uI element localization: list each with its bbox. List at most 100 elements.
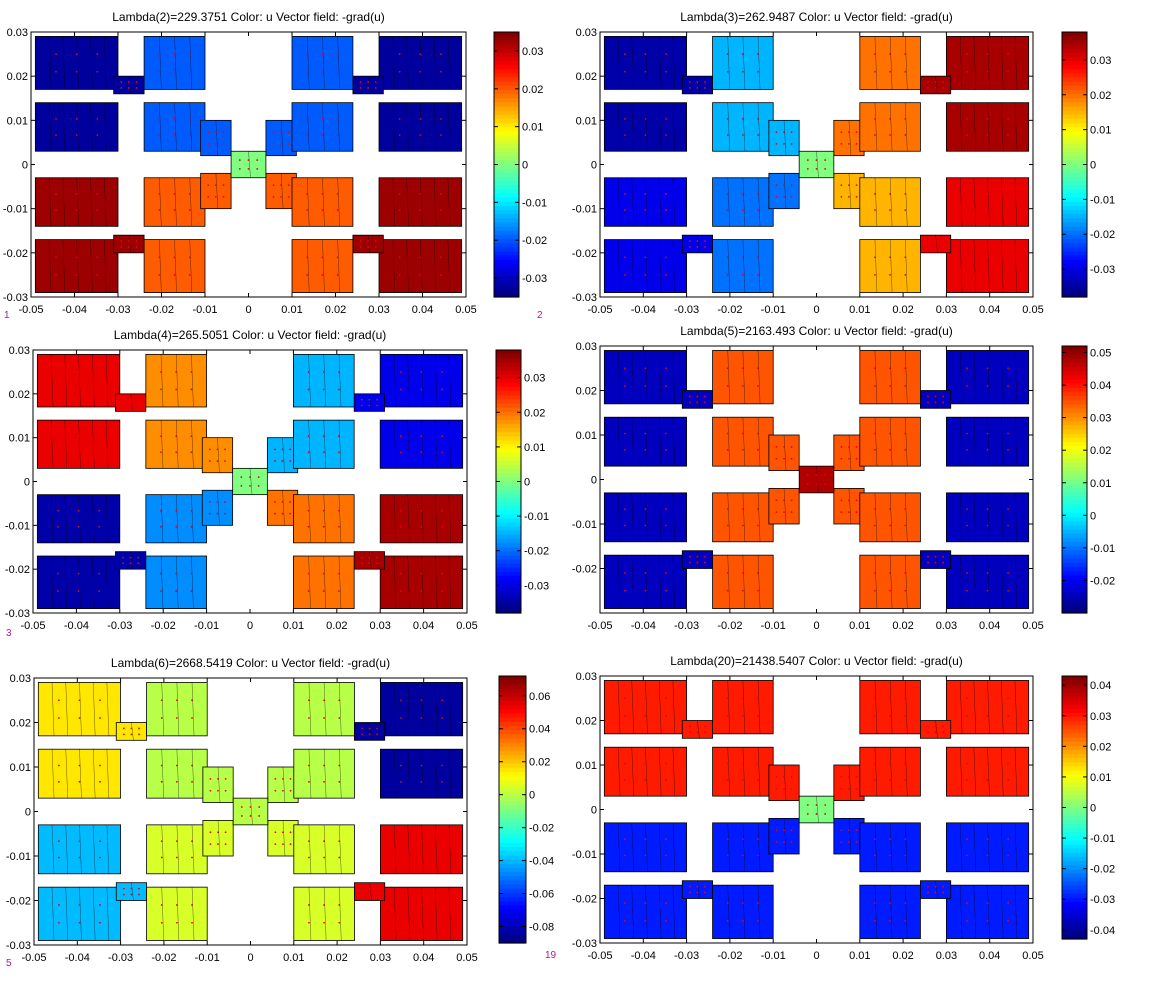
vector-arrow [986, 524, 989, 527]
x-tick-label: -0.01 [761, 950, 786, 962]
vector-arrow [222, 131, 225, 134]
vector-arrow [757, 117, 759, 120]
vector-arrow [175, 840, 178, 843]
x-tick-label: 0.03 [936, 304, 957, 316]
vector-arrow [359, 240, 362, 242]
contour-line [874, 822, 878, 872]
panel-3: Lambda(4)=265.5051 Color: u Vector field… [5, 328, 549, 639]
contour-line [727, 492, 730, 542]
vector-arrow [419, 193, 422, 195]
vector-arrow [216, 501, 219, 503]
vector-arrow [216, 512, 219, 515]
vector-arrow [399, 435, 402, 438]
vector-arrow [942, 561, 945, 564]
vector-arrow [1007, 274, 1010, 276]
y-tick-label: 0.02 [9, 389, 30, 401]
vector-arrow [307, 525, 310, 528]
contour-line [658, 350, 662, 404]
colorbar-tick-label: -0.01 [1090, 833, 1115, 845]
colorbar-step [1062, 885, 1087, 891]
vector-arrow [78, 921, 81, 924]
contour-line [959, 885, 963, 939]
vector-arrow [249, 815, 252, 817]
vector-arrow [1007, 589, 1010, 592]
colorbar-step [499, 684, 526, 690]
vector-arrow [400, 699, 402, 702]
vector-arrow [399, 572, 402, 575]
domain-region-mr [859, 680, 921, 735]
vector-arrow [441, 590, 443, 592]
contour-line [848, 120, 852, 156]
vector-arrow [441, 388, 443, 391]
vector-arrow [986, 367, 989, 370]
domain-region-br [352, 234, 384, 254]
vector-arrow [775, 142, 778, 145]
x-tick-label: -0.01 [195, 952, 220, 964]
colorbar-step [494, 164, 519, 170]
vector-arrow [966, 919, 968, 922]
colorbar-step [1062, 848, 1087, 854]
contour-line [306, 36, 310, 90]
domain-region-mr [859, 102, 921, 152]
colorbar-step [494, 118, 519, 124]
vector-arrow [419, 256, 422, 259]
vector-arrow [336, 134, 339, 136]
contour-line [421, 420, 424, 469]
vector-arrow [986, 193, 989, 195]
colorbar-step [1062, 596, 1087, 602]
x-tick-label: 0.02 [892, 620, 913, 632]
vector-arrow [173, 209, 176, 212]
vector-arrow [986, 274, 989, 276]
colorbar-step [496, 608, 521, 614]
vector-arrow [368, 562, 371, 565]
vector-arrow [775, 829, 778, 832]
colorbar-step [496, 485, 521, 491]
vector-arrow [665, 838, 667, 841]
colorbar-step [1062, 450, 1087, 456]
colorbar-step [1062, 828, 1087, 833]
contour-line [697, 390, 700, 409]
contour-line [617, 36, 621, 90]
contour-line [103, 102, 107, 152]
vector-arrow [338, 840, 341, 843]
vector-arrow [623, 854, 626, 857]
domain-region-ml [712, 416, 774, 467]
vector-arrow [158, 193, 161, 195]
contour-line [407, 556, 410, 609]
vector-arrow [55, 70, 57, 73]
vector-arrow [726, 53, 729, 55]
vector-arrow [441, 699, 444, 702]
vector-arrow [55, 209, 57, 212]
contour-line [742, 239, 746, 293]
vector-arrow [644, 919, 647, 922]
vector-arrow [120, 81, 123, 83]
vector-arrow [741, 53, 744, 55]
y-tick-label: 0.02 [576, 71, 597, 83]
colorbar-step [1062, 354, 1087, 360]
contour-line [889, 555, 893, 609]
contour-line [92, 682, 96, 736]
colorbar-step [499, 855, 526, 861]
contour-line [76, 36, 79, 90]
contour-line [322, 36, 325, 90]
contour-line [631, 747, 635, 797]
colorbar-step [1062, 268, 1087, 273]
domain-region-ml [768, 119, 800, 157]
vector-arrow [338, 904, 341, 906]
domain-region-mbl [201, 489, 234, 526]
colorbar-step [1062, 379, 1087, 385]
colorbar-step [496, 576, 521, 581]
vector-arrow [688, 81, 691, 83]
vector-arrow [783, 511, 785, 514]
contour-line [727, 36, 730, 90]
vector-arrow [783, 184, 785, 187]
domain-region-ml [143, 36, 206, 90]
vector-arrow [99, 840, 101, 843]
contour-line [131, 882, 134, 901]
vector-arrow [323, 699, 326, 702]
vector-arrow [623, 524, 626, 527]
colorbar: 0.030.020.010-0.01-0.02-0.03 [495, 349, 549, 614]
contour-line [174, 177, 177, 227]
y-tick-label: -0.03 [5, 608, 30, 620]
colorbar-step [1062, 725, 1087, 731]
